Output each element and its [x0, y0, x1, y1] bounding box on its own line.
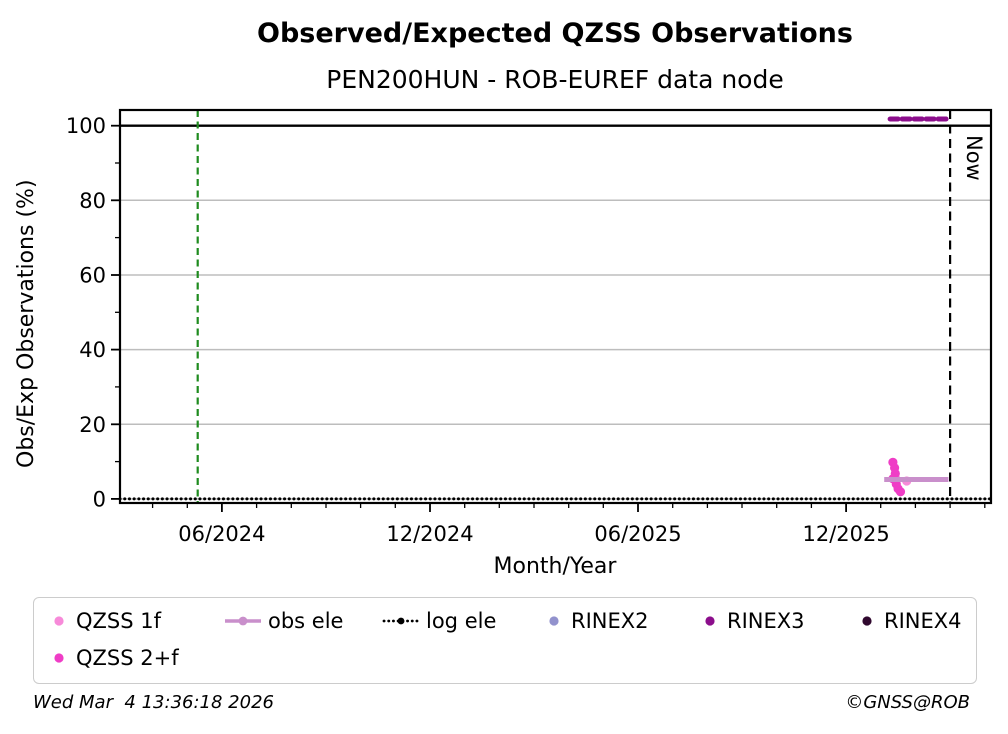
legend-item-qzss_2f: QZSS 2+f — [47, 645, 179, 671]
legend-item-log_ele: log ele — [381, 608, 496, 634]
log_ele-legend-marker — [382, 617, 420, 625]
rinex3-legend-marker — [705, 616, 715, 626]
y-tick-label: 20 — [79, 413, 106, 437]
obs_ele-legend-marker — [225, 616, 261, 626]
plot-area: 06/2024 12/2024 06/2025 12/2025 0 20 40 60 80 100 — [66, 108, 993, 546]
legend-label-rinex4: RINEX4 — [884, 609, 962, 633]
y-tick-label: 0 — [93, 487, 106, 511]
legend-label-qzss_1f: QZSS 1f — [76, 609, 162, 633]
now-line-label: Now — [962, 135, 986, 181]
y-tick-label: 60 — [79, 264, 106, 288]
legend-label-qzss_2f: QZSS 2+f — [76, 646, 179, 670]
rinex4-legend-marker — [862, 616, 872, 626]
rinex2-legend-marker — [549, 616, 559, 626]
chart-title: Observed/Expected QZSS Observations — [257, 18, 853, 49]
legend-item-rinex3: RINEX3 — [698, 608, 805, 634]
chart-subtitle: PEN200HUN - ROB-EUREF data node — [326, 65, 784, 94]
legend-item-rinex4: RINEX4 — [855, 608, 962, 634]
legend-box: QZSS 1f QZSS 2+f obs ele log ele RINEX2 RINEX… — [33, 597, 977, 684]
series-qzss_2f-point — [895, 487, 906, 497]
legend-label-log_ele: log ele — [426, 609, 497, 633]
legend-item-obs_ele: obs ele — [223, 608, 343, 634]
timestamp-text: Wed Mar 4 13:36:18 2026 — [33, 692, 274, 713]
plot-frame — [118, 108, 993, 505]
legend-label-rinex2: RINEX2 — [571, 609, 649, 633]
qzss_2f-legend-marker — [54, 653, 64, 663]
y-tick-label: 80 — [79, 189, 106, 213]
y-tick-label: 100 — [66, 114, 106, 138]
x-tick-label: 06/2025 — [594, 522, 681, 546]
x-axis-label: Month/Year — [493, 554, 617, 579]
legend-label-obs_ele: obs ele — [268, 609, 344, 633]
legend-item-rinex2: RINEX2 — [542, 608, 649, 634]
credit-text: ©GNSS@ROB — [845, 692, 970, 713]
y-tick-label: 40 — [79, 338, 106, 362]
x-tick-label: 12/2024 — [386, 522, 473, 546]
legend-item-qzss_1f: QZSS 1f — [47, 608, 161, 634]
x-tick-label: 12/2025 — [802, 522, 889, 546]
qzss_1f-legend-marker — [54, 616, 64, 626]
x-tick-label: 06/2024 — [178, 522, 265, 546]
legend-label-rinex3: RINEX3 — [727, 609, 805, 633]
